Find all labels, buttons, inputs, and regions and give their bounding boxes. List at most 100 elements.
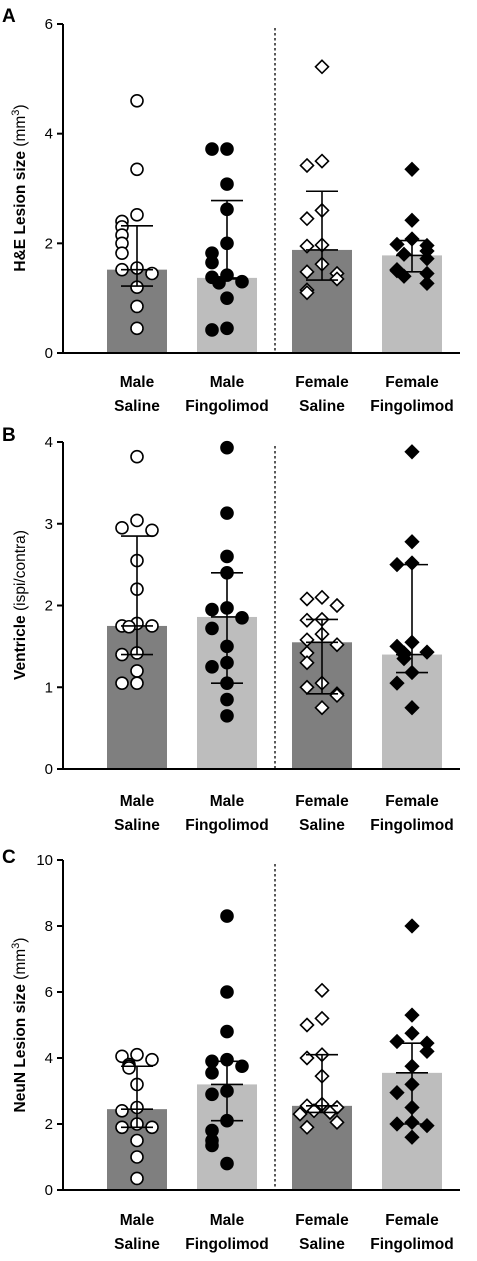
data-point (329, 597, 345, 614)
data-point (396, 246, 412, 262)
data-point (220, 692, 234, 707)
data-point (130, 1133, 144, 1148)
data-point (130, 93, 144, 108)
data-point (130, 208, 144, 222)
data-point (205, 602, 219, 617)
data-point (220, 321, 234, 336)
data-point (220, 440, 234, 455)
data-point (396, 268, 412, 284)
y-tick-label: 1 (45, 679, 53, 696)
data-point (220, 291, 234, 305)
data-point (299, 264, 315, 280)
panel-c: C NeuN Lesion size (mm3) 0 2 4 6 8 10 Male Saline… (2, 847, 460, 1253)
data-point (389, 675, 405, 691)
data-point (130, 676, 144, 690)
data-point (404, 1007, 420, 1023)
y-tick-label: 3 (45, 516, 53, 533)
data-point (205, 1066, 219, 1080)
data-point (329, 271, 345, 287)
data-point (419, 275, 435, 291)
data-point (130, 1150, 144, 1164)
category-label-line1: Male (210, 793, 245, 810)
y-tick-label: 10 (36, 852, 53, 869)
panel-a: A H&E Lesion size (mm3) 0 2 4 6 Male Saline Male… (2, 6, 460, 415)
data-point (235, 1059, 249, 1074)
data-point (205, 1138, 219, 1153)
data-point (314, 153, 330, 169)
y-tick-label: 0 (45, 345, 53, 362)
data-point (205, 323, 219, 337)
y-tick-label: 4 (45, 126, 53, 143)
category-label-line2: Fingolimod (185, 817, 269, 834)
data-point (115, 246, 129, 261)
y-tick-label: 6 (45, 16, 53, 33)
data-point (404, 918, 420, 934)
data-point (220, 709, 234, 723)
data-point (314, 1010, 330, 1027)
data-point (299, 591, 315, 607)
data-point (389, 1033, 405, 1050)
data-point (299, 1050, 315, 1066)
category-label-line2: Saline (299, 1236, 345, 1253)
data-point (205, 621, 219, 636)
data-point (220, 506, 234, 520)
data-point (130, 513, 144, 528)
data-point (404, 1025, 420, 1041)
y-axis-label-main: Ventricle (12, 615, 29, 680)
data-point (404, 1129, 420, 1145)
y-axis-label-unit: (mm (12, 949, 29, 980)
category-label-line1: Female (385, 793, 439, 810)
category-label-line2: Saline (299, 817, 345, 834)
y-axis-label-main: H&E Lesion size (12, 151, 29, 272)
data-point (145, 523, 159, 538)
panel-letter: B (2, 425, 16, 446)
category-label-line2: Saline (299, 398, 345, 415)
data-point (299, 612, 315, 628)
bar (197, 277, 257, 353)
category-label-line1: Male (210, 1212, 245, 1229)
data-point (299, 655, 315, 671)
data-point (122, 619, 136, 634)
category-label-line1: Male (120, 1212, 155, 1229)
data-point (205, 660, 219, 674)
data-point (212, 276, 226, 290)
panel-letter: C (2, 847, 16, 868)
data-point (299, 1119, 315, 1135)
y-tick-label: 2 (45, 1116, 53, 1133)
data-point (122, 1061, 136, 1075)
data-point (220, 909, 234, 923)
y-axis-label-superscript: 3 (10, 943, 22, 949)
data-point (404, 534, 420, 550)
data-point (115, 521, 129, 535)
category-label-line2: Saline (114, 398, 160, 415)
data-point (205, 1087, 219, 1102)
y-axis-label-close: ) (12, 104, 29, 109)
category-label-line1: Male (120, 374, 155, 391)
data-point (404, 444, 420, 460)
data-point (130, 162, 144, 177)
data-point (205, 142, 219, 156)
data-point (130, 321, 144, 336)
y-tick-label: 0 (45, 761, 53, 778)
y-axis-label-unit: (ispi/contra) (12, 530, 29, 611)
category-label-line1: Female (295, 1212, 349, 1229)
data-point (205, 255, 219, 270)
y-axis-label-unit: (mm (12, 116, 29, 147)
data-point (130, 299, 144, 314)
data-point (220, 1024, 234, 1039)
data-point (396, 651, 412, 667)
data-point (329, 1114, 345, 1130)
data-point (314, 700, 330, 716)
category-label-line1: Female (385, 374, 439, 391)
data-point (130, 1047, 144, 1062)
data-point (299, 285, 315, 301)
category-label-line2: Fingolimod (185, 398, 269, 415)
data-point (404, 212, 420, 228)
y-axis-label-superscript: 3 (10, 110, 22, 116)
y-tick-label: 2 (45, 598, 53, 615)
data-point (314, 589, 330, 605)
y-axis-label-main: NeuN Lesion size (12, 984, 29, 1113)
data-point (235, 610, 249, 625)
y-tick-label: 2 (45, 235, 53, 252)
